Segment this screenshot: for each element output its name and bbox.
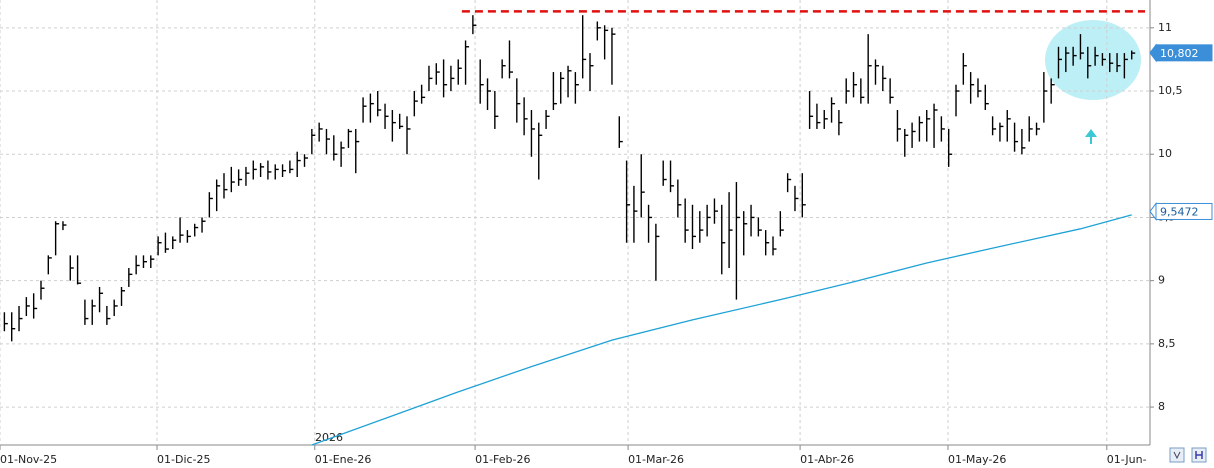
x-tick-label: 01-Feb-26 [475,453,530,466]
x-tick-label: 01-May-26 [948,453,1006,466]
x-tick-label: 01-Ene-26 [315,453,372,466]
price-tag-label: 9,5472 [1160,205,1199,218]
h-icon [1195,451,1203,459]
price-tag [1155,44,1213,62]
y-tick-label: 10 [1158,147,1172,160]
y-tick-label: 11 [1158,21,1172,34]
x-tick-label: 01-Abr-26 [800,453,854,466]
x-tick-label: 01-Nov-25 [0,453,57,466]
y-tick-label: 8,5 [1158,337,1176,350]
y-tick-label: 9 [1158,274,1165,287]
y-tick-label: 8 [1158,400,1165,413]
price-tag [1155,202,1213,220]
scroll-button[interactable] [1169,447,1185,463]
x-tick-label: 01-Mar-26 [628,453,684,466]
price-tag-label: 10,802 [1160,47,1199,60]
highlight-ellipse [1045,20,1141,100]
up-arrow [1085,129,1097,144]
x-tick-label: 01-Dic-25 [157,453,211,466]
y-tick-label: 10,5 [1158,84,1183,97]
moving-average-line [311,214,1132,446]
scroll-icon [1173,451,1181,460]
x-tick-label: 01-Jun- [1107,453,1147,466]
